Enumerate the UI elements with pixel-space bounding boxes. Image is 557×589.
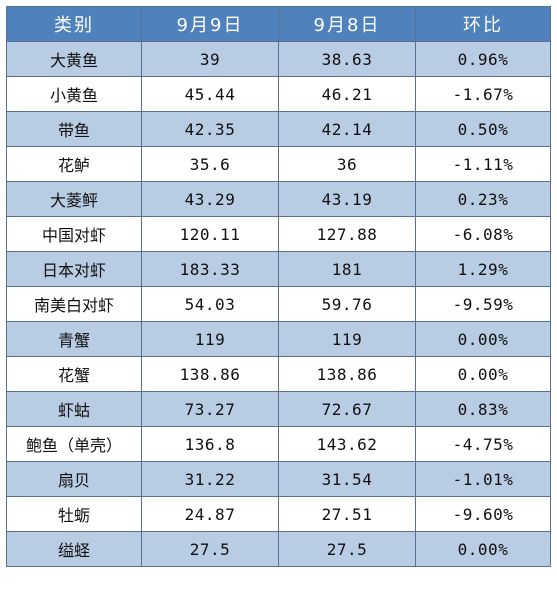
table-row: 青蟹 119 119 0.00%: [6, 321, 551, 357]
cell-sep8: 181: [278, 251, 416, 287]
cell-sep9: 119: [141, 321, 279, 357]
cell-sep9: 24.87: [141, 496, 279, 532]
table-row: 花蟹 138.86 138.86 0.00%: [6, 356, 551, 392]
cell-sep9: 120.11: [141, 216, 279, 252]
cell-change: 1.29%: [415, 251, 551, 287]
table-row: 大黄鱼 39 38.63 0.96%: [6, 41, 551, 77]
price-table-container: 类别 9月9日 9月8日 环比 大黄鱼 39 38.63 0.96% 小黄鱼 45.44 4…: [6, 6, 551, 567]
table-body: 大黄鱼 39 38.63 0.96% 小黄鱼 45.44 46.21 -1.67% 带鱼 42.3…: [6, 41, 551, 567]
cell-change: -4.75%: [415, 426, 551, 462]
cell-sep9: 183.33: [141, 251, 279, 287]
cell-change: 0.00%: [415, 531, 551, 567]
cell-change: -1.01%: [415, 461, 551, 497]
cell-category: 牡蛎: [6, 496, 142, 532]
cell-change: -6.08%: [415, 216, 551, 252]
cell-category: 鲍鱼（单壳）: [6, 426, 142, 462]
table-row: 牡蛎 24.87 27.51 -9.60%: [6, 496, 551, 532]
cell-sep9: 31.22: [141, 461, 279, 497]
cell-sep9: 136.8: [141, 426, 279, 462]
table-row: 日本对虾 183.33 181 1.29%: [6, 251, 551, 287]
cell-category: 花蟹: [6, 356, 142, 392]
table-row: 南美白对虾 54.03 59.76 -9.59%: [6, 286, 551, 322]
cell-sep8: 46.21: [278, 76, 416, 112]
header-sep9: 9月9日: [141, 6, 279, 42]
cell-sep8: 59.76: [278, 286, 416, 322]
cell-sep9: 35.6: [141, 146, 279, 182]
cell-category: 花鲈: [6, 146, 142, 182]
table-row: 中国对虾 120.11 127.88 -6.08%: [6, 216, 551, 252]
cell-category: 大黄鱼: [6, 41, 142, 77]
cell-sep8: 127.88: [278, 216, 416, 252]
cell-category: 日本对虾: [6, 251, 142, 287]
cell-change: 0.23%: [415, 181, 551, 217]
cell-change: 0.83%: [415, 391, 551, 427]
cell-sep8: 143.62: [278, 426, 416, 462]
cell-sep8: 31.54: [278, 461, 416, 497]
header-row: 类别 9月9日 9月8日 环比: [6, 6, 551, 42]
cell-change: -9.60%: [415, 496, 551, 532]
cell-change: 0.96%: [415, 41, 551, 77]
cell-sep8: 27.51: [278, 496, 416, 532]
cell-sep9: 43.29: [141, 181, 279, 217]
cell-category: 小黄鱼: [6, 76, 142, 112]
cell-change: -9.59%: [415, 286, 551, 322]
cell-category: 中国对虾: [6, 216, 142, 252]
cell-change: -1.11%: [415, 146, 551, 182]
header-category: 类别: [6, 6, 142, 42]
cell-sep8: 36: [278, 146, 416, 182]
cell-sep9: 138.86: [141, 356, 279, 392]
table-header: 类别 9月9日 9月8日 环比: [6, 6, 551, 42]
cell-sep9: 54.03: [141, 286, 279, 322]
table-row: 扇贝 31.22 31.54 -1.01%: [6, 461, 551, 497]
cell-sep9: 42.35: [141, 111, 279, 147]
header-change: 环比: [415, 6, 551, 42]
cell-change: -1.67%: [415, 76, 551, 112]
cell-sep8: 38.63: [278, 41, 416, 77]
cell-category: 带鱼: [6, 111, 142, 147]
cell-sep9: 45.44: [141, 76, 279, 112]
cell-sep9: 39: [141, 41, 279, 77]
cell-category: 青蟹: [6, 321, 142, 357]
cell-category: 虾蛄: [6, 391, 142, 427]
table-row: 花鲈 35.6 36 -1.11%: [6, 146, 551, 182]
table-row: 缢蛏 27.5 27.5 0.00%: [6, 531, 551, 567]
cell-sep9: 27.5: [141, 531, 279, 567]
table-row: 鲍鱼（单壳） 136.8 143.62 -4.75%: [6, 426, 551, 462]
cell-sep8: 42.14: [278, 111, 416, 147]
cell-change: 0.00%: [415, 321, 551, 357]
table-row: 小黄鱼 45.44 46.21 -1.67%: [6, 76, 551, 112]
table-row: 带鱼 42.35 42.14 0.50%: [6, 111, 551, 147]
cell-category: 扇贝: [6, 461, 142, 497]
cell-change: 0.50%: [415, 111, 551, 147]
table-row: 大菱鲆 43.29 43.19 0.23%: [6, 181, 551, 217]
price-table: 类别 9月9日 9月8日 环比 大黄鱼 39 38.63 0.96% 小黄鱼 45.44 4…: [6, 6, 551, 567]
cell-sep8: 138.86: [278, 356, 416, 392]
table-row: 虾蛄 73.27 72.67 0.83%: [6, 391, 551, 427]
cell-category: 缢蛏: [6, 531, 142, 567]
cell-sep8: 72.67: [278, 391, 416, 427]
cell-category: 南美白对虾: [6, 286, 142, 322]
cell-sep9: 73.27: [141, 391, 279, 427]
header-sep8: 9月8日: [278, 6, 416, 42]
cell-category: 大菱鲆: [6, 181, 142, 217]
cell-change: 0.00%: [415, 356, 551, 392]
cell-sep8: 27.5: [278, 531, 416, 567]
cell-sep8: 119: [278, 321, 416, 357]
cell-sep8: 43.19: [278, 181, 416, 217]
